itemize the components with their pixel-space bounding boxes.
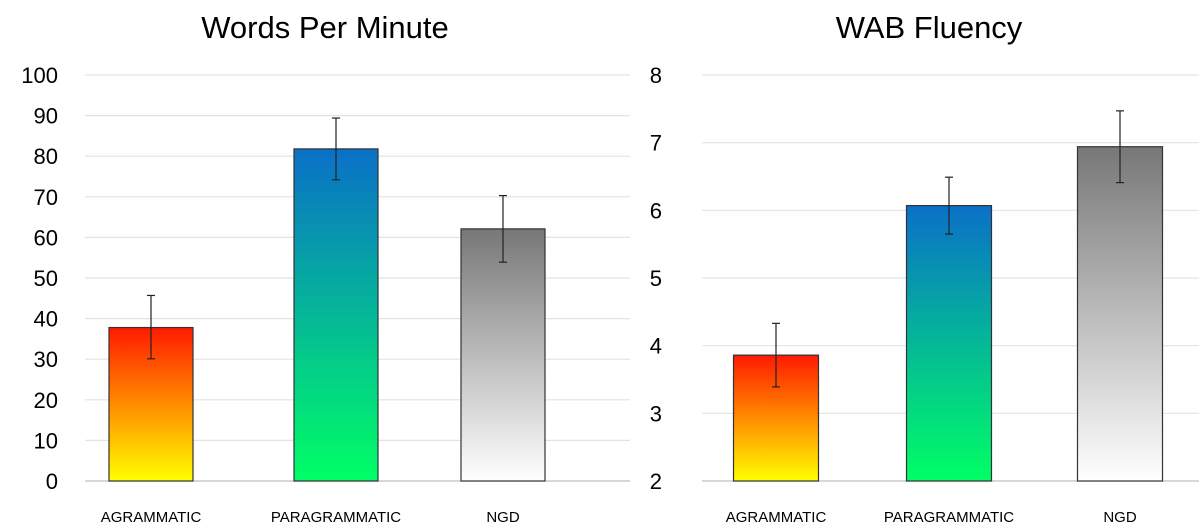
bar-ngd (1076, 146, 1164, 482)
wab-fluency-chart: WAB Fluency 2 3 4 5 6 7 8 AGRAMMATIC PARAGRAMMATI… (650, 10, 1199, 526)
x-category-label: NGD (1103, 509, 1137, 526)
bar-ngd (460, 228, 546, 482)
chart-title: Words Per Minute (201, 10, 449, 45)
bar-paragrammatic (905, 204, 993, 482)
y-tick-label: 10 (34, 428, 58, 453)
y-tick-label: 60 (34, 225, 58, 250)
x-category-label: AGRAMMATIC (726, 509, 827, 526)
words-per-minute-chart: Words Per Minute 0 10 20 30 40 50 60 70 80 90 100 AG… (21, 10, 630, 526)
y-tick-label: 5 (650, 266, 662, 291)
y-tick-label: 20 (34, 388, 58, 413)
y-tick-label: 7 (650, 131, 662, 156)
bar-paragrammatic (293, 148, 379, 482)
x-category-label: AGRAMMATIC (101, 509, 202, 526)
x-category-label: PARAGRAMMATIC (271, 509, 401, 526)
y-tick-label: 80 (34, 144, 58, 169)
y-tick-label: 50 (34, 266, 58, 291)
y-tick-label: 8 (650, 63, 662, 88)
y-tick-label: 3 (650, 401, 662, 426)
y-tick-label: 100 (21, 63, 58, 88)
y-tick-label: 2 (650, 469, 662, 494)
y-tick-label: 90 (34, 104, 58, 129)
x-category-label: PARAGRAMMATIC (884, 509, 1014, 526)
y-tick-label: 30 (34, 347, 58, 372)
x-category-label: NGD (486, 509, 520, 526)
y-tick-label: 70 (34, 185, 58, 210)
y-tick-label: 6 (650, 198, 662, 223)
y-tick-label: 4 (650, 334, 662, 359)
y-tick-label: 40 (34, 307, 58, 332)
y-tick-label: 0 (46, 469, 58, 494)
chart-title: WAB Fluency (836, 10, 1023, 45)
